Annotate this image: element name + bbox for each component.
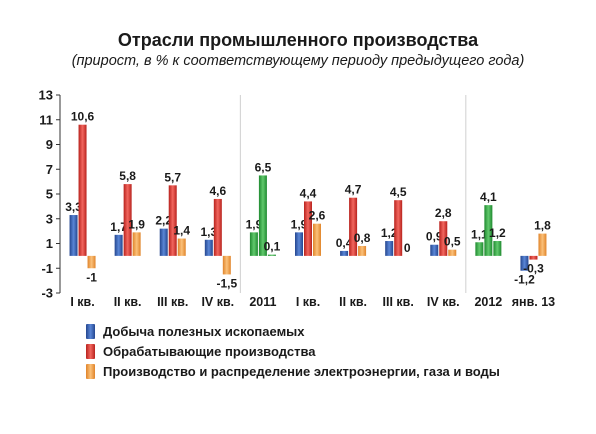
bar-1 [340,250,349,256]
data-label: 3,3 [65,200,82,214]
bar-1 [114,234,123,256]
data-label: 0,8 [354,231,371,245]
data-label: 0,1 [264,240,281,254]
data-label: 2,8 [435,206,452,220]
data-label: -1,2 [514,273,535,287]
bar-3 [358,245,367,256]
x-tick-label: янв. 13 [512,295,555,309]
bar-2 [529,255,538,260]
legend-swatch-utilities [86,363,95,379]
data-label: 1,2 [489,226,506,240]
x-tick-label: I кв. [296,295,320,309]
bar-3 [267,254,276,256]
legend-item-manufacturing: Обрабатывающие производства [86,341,500,361]
x-tick-label: III кв. [383,295,414,309]
legend-swatch-manufacturing [86,343,95,359]
x-tick-label: II кв. [114,295,142,309]
chart-title: Отрасли промышленного производства [117,30,479,50]
data-label: 4,7 [345,183,362,197]
data-label: 1,4 [173,224,190,238]
bar-1 [159,228,168,256]
x-tick-label: IV кв. [427,295,460,309]
bar-1 [69,215,78,256]
bar-2 [78,124,87,256]
bar-3 [87,255,96,269]
data-label: 0,9 [426,230,443,244]
data-label: 4,5 [390,185,407,199]
legend-label-mining: Добыча полезных ископаемых [103,323,305,339]
data-label: 0 [404,241,411,255]
data-label: 5,8 [119,169,136,183]
data-label: 4,4 [300,186,317,200]
bar-2 [484,205,493,256]
bar-3 [222,255,231,275]
bar-3 [132,232,141,256]
bar-1 [295,232,303,256]
bar-2 [394,200,403,256]
bar-3 [538,233,547,256]
x-tick-label: I кв. [70,295,94,309]
bar-3 [448,249,457,256]
x-tick-label: 2012 [474,295,502,309]
bar-3 [493,241,502,256]
y-tick-label: 11 [39,112,53,127]
bar-2 [349,197,358,256]
y-tick-label: 5 [46,187,53,202]
legend: Добыча полезных ископаемых Обрабатывающи… [86,321,500,381]
bar-2 [168,185,177,256]
y-tick-label: 1 [46,236,53,251]
data-label: 10,6 [71,110,95,124]
chart-subtitle: (прирост, в % к соответствующему периоду… [71,53,525,69]
bar-2 [304,201,312,256]
bar-2 [213,198,222,256]
legend-item-mining: Добыча полезных ископаемых [86,321,500,341]
y-tick-label: 13 [39,88,53,103]
y-tick-label: -3 [41,286,53,301]
data-label: 1,9 [291,217,308,231]
data-label: 6,5 [255,160,272,174]
data-label: 1,8 [534,219,551,233]
data-label: -0,3 [523,262,544,276]
data-label: 5,7 [164,170,181,184]
data-label: 1,7 [110,220,127,234]
bar-2 [439,221,448,256]
data-label: 2,2 [155,214,172,228]
bar-2 [123,184,132,256]
legend-label-utilities: Производство и распределение электроэнер… [103,363,500,379]
data-label: 1,9 [128,217,145,231]
x-tick-label: II кв. [339,295,367,309]
bar-1 [204,239,213,256]
legend-swatch-mining [86,323,95,339]
bar-1 [385,241,394,256]
data-label: 0,5 [444,235,461,249]
bar-1 [249,232,258,256]
bar-3 [177,238,186,256]
x-tick-label: III кв. [157,295,188,309]
bar-1 [520,255,529,271]
x-tick-label: 2011 [249,295,276,309]
bar-1 [430,244,439,256]
legend-label-manufacturing: Обрабатывающие производства [103,343,316,359]
data-label: -1,5 [216,276,237,290]
bar-chart: 13 11 9 7 5 3 1 -1 -3 3,3 10,6 -1 I кв. 1,7 5,8 1,9 II к… [39,88,556,310]
y-tick-label: -1 [41,261,53,276]
legend-item-utilities: Производство и распределение электроэнер… [86,361,500,381]
bar-1 [475,242,484,256]
y-tick-label: 7 [46,162,53,177]
data-label: 1,2 [381,226,398,240]
data-label: 1,3 [200,225,217,239]
data-label: 1,1 [471,227,488,241]
y-tick-label: 9 [46,137,53,152]
data-label: -1 [86,270,97,284]
x-tick-label: IV кв. [201,295,234,309]
data-label: 4,1 [480,190,497,204]
y-tick-label: 3 [46,211,53,226]
bar-2 [258,175,267,256]
data-label: 4,6 [209,184,226,198]
data-label: 1,9 [246,217,263,231]
bar-3 [313,223,321,256]
data-label: 0,4 [336,236,353,250]
data-label: 2,6 [309,209,326,223]
